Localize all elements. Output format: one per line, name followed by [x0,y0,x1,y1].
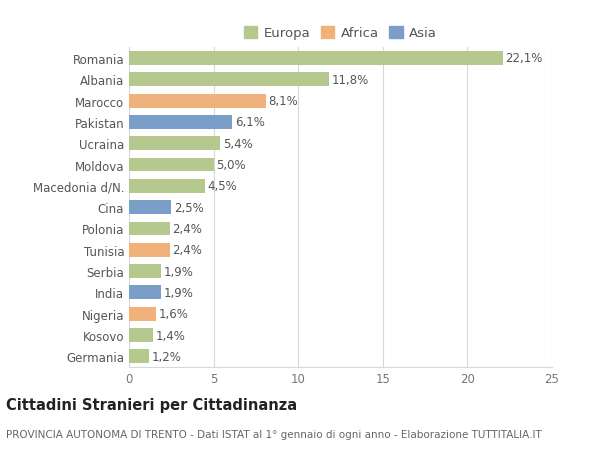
Bar [129,350,149,364]
Text: 1,9%: 1,9% [164,265,194,278]
Bar [129,158,214,172]
Bar [129,95,266,108]
Bar [129,52,503,66]
Text: 5,4%: 5,4% [223,137,253,151]
Bar [129,307,156,321]
Bar [129,264,161,279]
Text: 5,0%: 5,0% [216,159,246,172]
Text: 4,5%: 4,5% [208,180,238,193]
Text: PROVINCIA AUTONOMA DI TRENTO - Dati ISTAT al 1° gennaio di ogni anno - Elaborazi: PROVINCIA AUTONOMA DI TRENTO - Dati ISTA… [6,429,542,439]
Text: 1,9%: 1,9% [164,286,194,299]
Bar [129,137,220,151]
Text: 6,1%: 6,1% [235,116,265,129]
Text: 1,2%: 1,2% [152,350,182,363]
Text: 1,6%: 1,6% [158,308,188,320]
Legend: Europa, Africa, Asia: Europa, Africa, Asia [240,23,441,44]
Bar [129,179,205,193]
Text: 2,4%: 2,4% [172,223,202,235]
Bar [129,73,329,87]
Text: 22,1%: 22,1% [505,52,543,65]
Bar [129,116,232,129]
Text: 11,8%: 11,8% [331,73,368,87]
Text: 2,4%: 2,4% [172,244,202,257]
Text: 2,5%: 2,5% [174,201,203,214]
Text: Cittadini Stranieri per Cittadinanza: Cittadini Stranieri per Cittadinanza [6,397,297,412]
Bar [129,328,152,342]
Bar [129,201,172,215]
Text: 8,1%: 8,1% [269,95,298,108]
Bar [129,286,161,300]
Bar [129,222,170,236]
Text: 1,4%: 1,4% [155,329,185,342]
Bar [129,243,170,257]
